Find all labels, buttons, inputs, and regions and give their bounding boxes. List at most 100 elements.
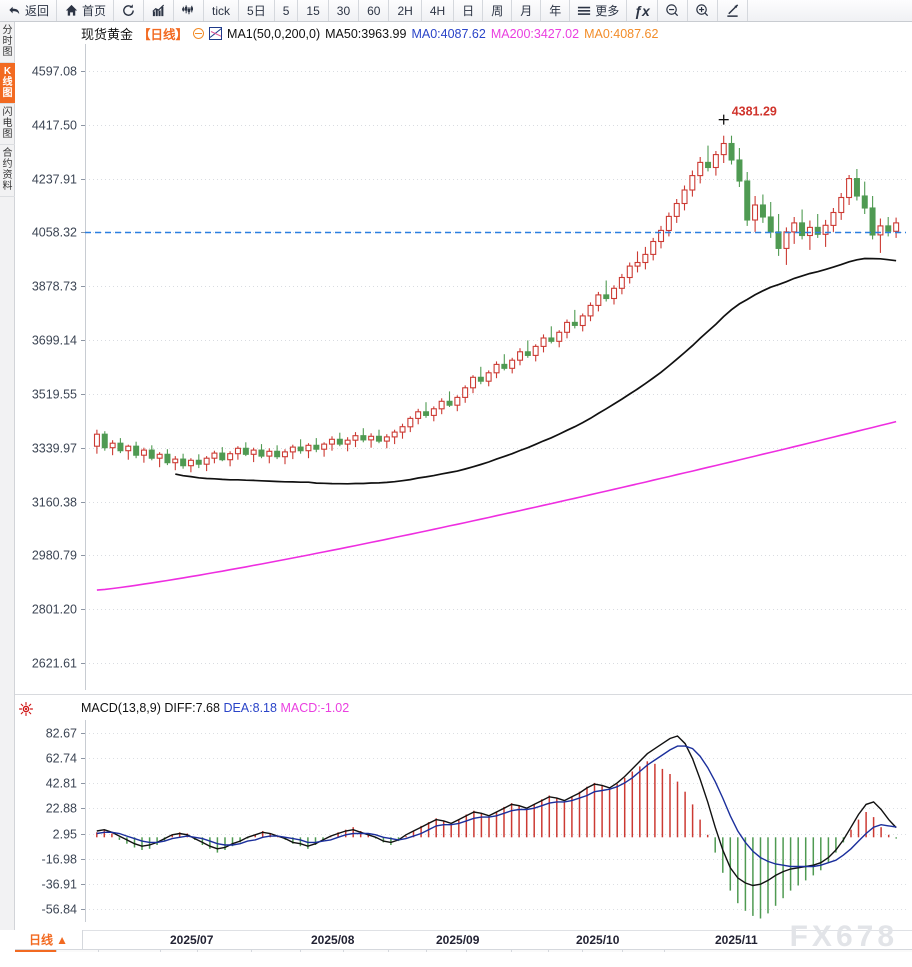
candle-body [524, 351, 531, 356]
period-tick[interactable]: tick [204, 0, 240, 21]
sun-settings-icon[interactable] [19, 702, 33, 716]
candle-body [266, 450, 273, 457]
price-panel[interactable]: 4597.08 4417.50 4237.91 4058.32 3878.73 3699.… [15, 22, 912, 694]
candle-body [650, 240, 657, 255]
ma0-blue-value: MA0:4087.62 [411, 26, 486, 41]
ma-indicator-icon[interactable] [209, 27, 223, 40]
candle-body [658, 229, 665, 243]
date-label: 2025/07 [170, 933, 214, 947]
price-axis-label: 2801.20 [32, 603, 77, 617]
candle-body [767, 216, 774, 233]
zoom-out-button[interactable] [657, 0, 688, 21]
minus-circle-icon[interactable] [193, 28, 205, 39]
period-month-label: 月 [520, 4, 533, 18]
zoom-in-button[interactable] [687, 0, 718, 21]
period-5d[interactable]: 5日 [239, 0, 275, 21]
macd-axis-label: 62.74 [46, 752, 77, 766]
candle-body [493, 363, 500, 374]
period-year[interactable]: 年 [541, 0, 571, 21]
refresh-button[interactable] [114, 0, 145, 21]
price-axis-label: 4237.91 [32, 173, 77, 187]
candle-body [180, 458, 187, 467]
chart-area: 4597.08 4417.50 4237.91 4058.32 3878.73 3699.… [15, 22, 912, 930]
macd-panel[interactable]: 82.67 62.74 42.81 22.88 2.95 -16.98 -36.91 -56.… [15, 698, 912, 930]
period-2h[interactable]: 2H [389, 0, 422, 21]
candle-series [93, 135, 900, 473]
date-label: 2025/10 [576, 933, 620, 947]
candle-body [133, 445, 140, 456]
candle-body [360, 435, 367, 441]
candle-body [618, 276, 625, 289]
period-4h[interactable]: 4H [421, 0, 455, 21]
home-button[interactable]: 首页 [57, 0, 115, 21]
candle-body [673, 202, 680, 217]
candlestick-icon [182, 5, 194, 15]
candle-body [861, 195, 868, 209]
hamburger-icon [577, 3, 592, 18]
candle-body [603, 294, 610, 300]
back-button[interactable]: 返回 [0, 0, 58, 21]
candle-body [321, 443, 328, 450]
refresh-icon [121, 3, 136, 18]
period-15[interactable]: 15 [298, 0, 329, 21]
candle-body [140, 449, 147, 456]
candle-body [705, 161, 712, 169]
candle-body [125, 445, 132, 452]
period-month[interactable]: 月 [512, 0, 542, 21]
candle-body [736, 159, 743, 182]
candle-body [117, 442, 124, 452]
candle-body [164, 453, 171, 464]
candlestick-icon [181, 3, 196, 18]
candle-body [250, 449, 257, 455]
price-axis-label: 3160.38 [32, 496, 77, 510]
sidebar-item-lightning-label: 闪电图 [2, 107, 13, 140]
period-30[interactable]: 30 [328, 0, 360, 21]
period-year-label: 年 [549, 4, 562, 18]
candle-body [485, 372, 492, 382]
period-60[interactable]: 60 [359, 0, 390, 21]
candle-body [587, 304, 594, 317]
sidebar-item-kline[interactable]: K线图 [0, 63, 15, 104]
candlestick-button[interactable] [174, 0, 205, 21]
horizontal-scrollbar[interactable] [0, 952, 912, 967]
macd-chart-canvas[interactable]: 82.67 62.74 42.81 22.88 2.95 -16.98 -36.91 -56.… [15, 698, 912, 930]
candle-body [783, 231, 790, 249]
candle-body [556, 331, 563, 342]
candle-body [564, 321, 571, 333]
bar-chart-button[interactable] [144, 0, 175, 21]
period-label: 【日线】 [138, 28, 189, 42]
triangle-up-icon: ▲ [56, 932, 68, 947]
candle-body [712, 154, 719, 169]
candle-body [532, 345, 539, 356]
sidebar-item-timeshare[interactable]: 分时图 [0, 22, 15, 63]
home-icon [65, 4, 78, 16]
draw-button[interactable] [717, 0, 748, 21]
more-button[interactable]: 更多 [570, 0, 628, 21]
candle-body [352, 435, 359, 441]
price-chart-canvas[interactable]: 4597.08 4417.50 4237.91 4058.32 3878.73 3699.… [15, 22, 912, 694]
period-day[interactable]: 日 [454, 0, 484, 21]
sidebar-item-lightning[interactable]: 闪电图 [0, 104, 15, 145]
sidebar-item-contract[interactable]: 合约资料 [0, 145, 15, 197]
candle-body [806, 226, 813, 237]
more-button-label: 更多 [595, 4, 620, 18]
period-badge[interactable]: 日线 ▲ [15, 930, 83, 949]
candle-body [258, 449, 265, 457]
candle-body [853, 178, 860, 197]
candle-body [242, 447, 249, 455]
zoom-in-icon [695, 3, 710, 18]
candle-body [611, 287, 618, 300]
period-60-label: 60 [367, 3, 381, 18]
candle-body [289, 446, 296, 453]
period-15-label: 15 [306, 3, 320, 18]
period-week[interactable]: 周 [483, 0, 513, 21]
macd-dea: DEA:8.18 [223, 701, 277, 715]
period-5[interactable]: 5 [274, 0, 299, 21]
function-button[interactable]: ƒx [627, 0, 658, 21]
macd-axis-label: 22.88 [46, 802, 77, 816]
ma-params: MA1(50,0,200,0) [227, 26, 321, 41]
candle-body [399, 426, 406, 433]
period-4h-label: 4H [429, 3, 446, 18]
candle-body [697, 161, 704, 177]
ma0-orange-value: MA0:4087.62 [584, 26, 659, 41]
